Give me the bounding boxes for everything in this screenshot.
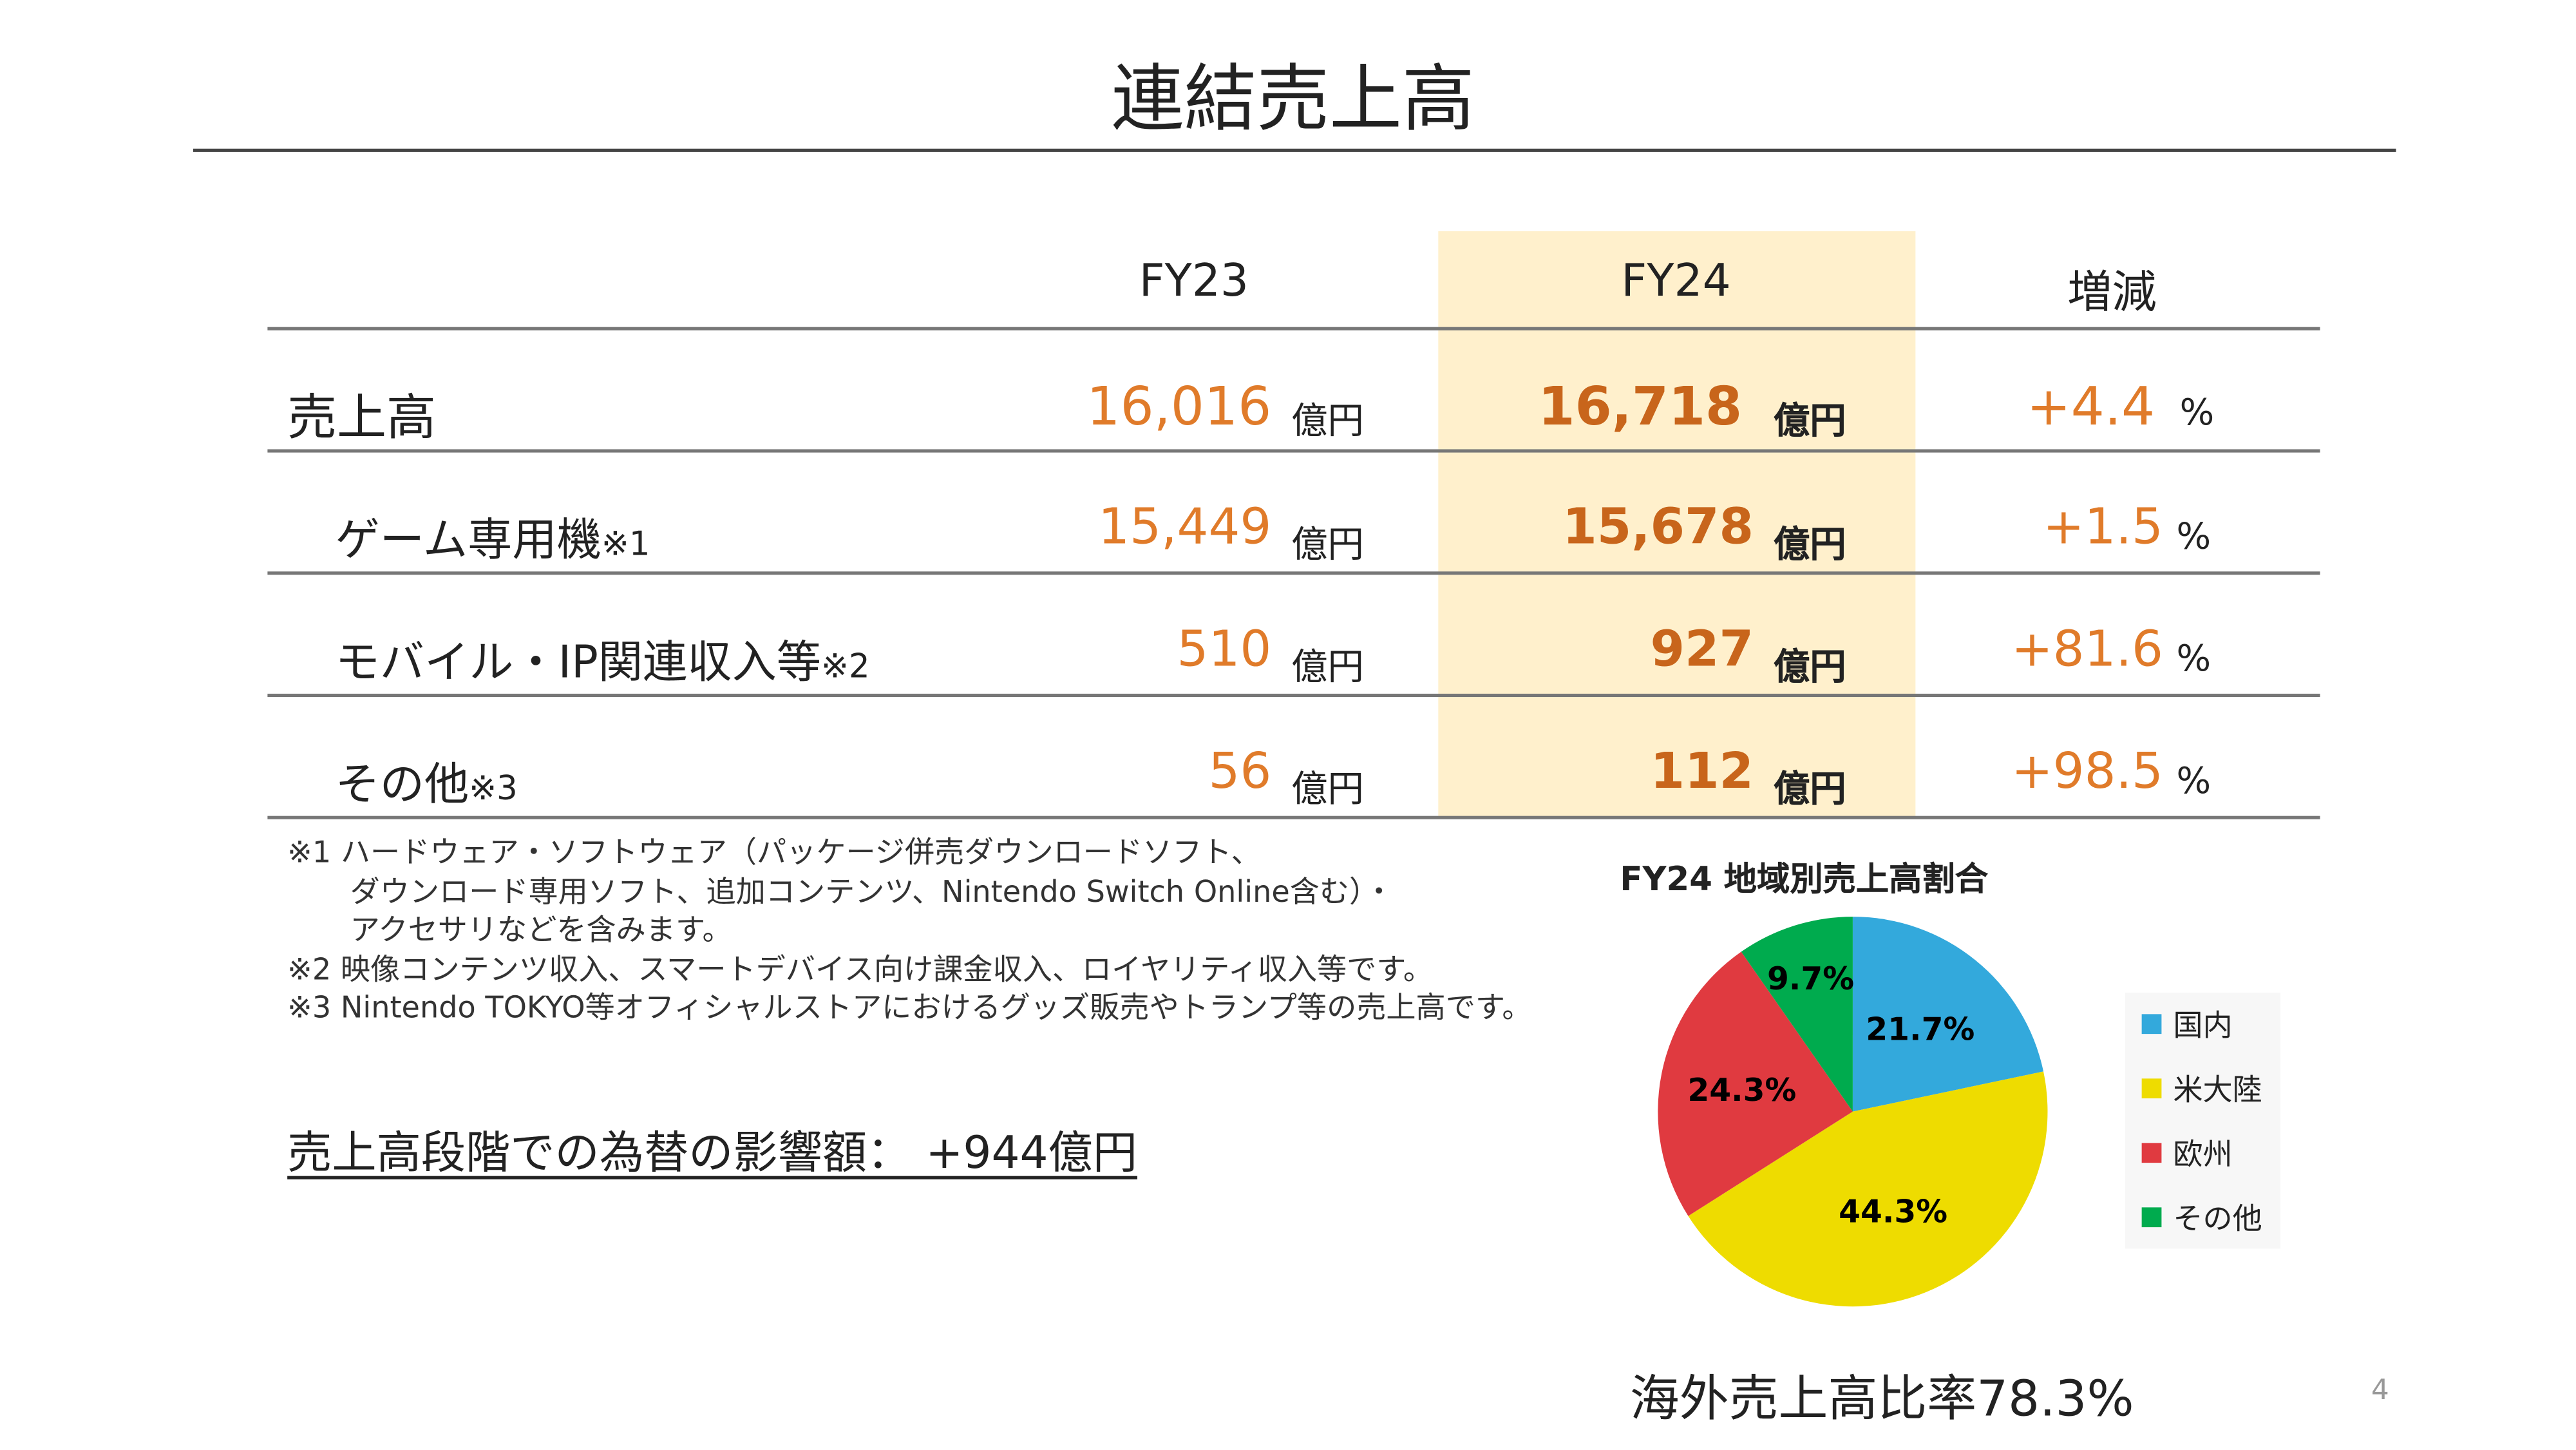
chart-legend: 国内米大陸欧州その他: [2125, 993, 2281, 1249]
footnote-1-cont2: アクセサリなどを含みます。: [350, 913, 732, 948]
legend-item: 欧州: [2141, 1131, 2233, 1174]
change-unit: %: [2176, 639, 2211, 681]
legend-swatch: [2141, 1207, 2162, 1228]
legend-label: 欧州: [2173, 1138, 2233, 1173]
fy23-unit: 億円: [1291, 525, 1364, 567]
overseas-ratio: 海外売上高比率78.3%: [1629, 1371, 2134, 1429]
row-label-text: モバイル・IP関連収入等: [335, 637, 821, 689]
fy24-value: 16,718: [1538, 375, 1743, 438]
pie-slice-1: [1852, 917, 2044, 1112]
page-number: 4: [2371, 1374, 2389, 1407]
fx-impact: 売上高段階での為替の影響額： +944億円: [287, 1128, 1138, 1179]
fy23-value: 15,449: [1098, 499, 1272, 557]
row-label-text: その他: [335, 759, 469, 811]
pie-slice-3: [1658, 951, 1853, 1216]
pie-data-label: 24.3%: [1687, 1073, 1796, 1109]
page-title: 連結売上高: [1111, 57, 1475, 142]
chart-title: FY24 地域別売上高割合: [1620, 859, 1989, 899]
legend-item: その他: [2141, 1196, 2262, 1239]
fy23-unit: 億円: [1291, 769, 1364, 811]
change-value: +1.5: [2043, 499, 2163, 557]
fy23-unit: 億円: [1291, 647, 1364, 689]
row-divider: [267, 449, 2320, 452]
pie-slice-4: [1741, 917, 1853, 1112]
fy24-unit: 億円: [1773, 401, 1846, 443]
legend-swatch: [2141, 1143, 2162, 1163]
change-unit: %: [2179, 393, 2215, 435]
legend-label: その他: [2173, 1202, 2262, 1237]
fy24-value: 927: [1650, 621, 1754, 679]
legend-item: 国内: [2141, 1002, 2233, 1045]
pie-slice-2: [1688, 1071, 2048, 1307]
fy24-unit: 億円: [1773, 769, 1846, 811]
row-footnote-mark: ※2: [820, 645, 870, 686]
fy23-value: 510: [1177, 621, 1272, 679]
fy24-value: 15,678: [1562, 499, 1754, 557]
change-unit: %: [2176, 761, 2211, 803]
legend-label: 米大陸: [2173, 1073, 2262, 1109]
change-value: +4.4: [2026, 375, 2155, 438]
header-divider: [267, 327, 2320, 330]
legend-swatch: [2141, 1014, 2162, 1035]
footnote-1-cont: ダウンロード専用ソフト、追加コンテンツ、Nintendo Switch Onli…: [350, 875, 1394, 910]
header-fy23: FY23: [1139, 256, 1249, 307]
fy23-value: 16,016: [1086, 375, 1272, 438]
footnote-3: ※3 Nintendo TOKYO等オフィシャルストアにおけるグッズ販売やトラン…: [287, 991, 1532, 1026]
fy23-value: 56: [1208, 743, 1272, 801]
footnote-2: ※2 映像コンテンツ収入、スマートデバイス向け課金収入、ロイヤリティ収入等です。: [287, 953, 1434, 988]
footnote-1: ※1 ハードウェア・ソフトウェア（パッケージ併売ダウンロードソフト、: [287, 835, 1261, 871]
row-divider: [267, 571, 2320, 575]
row-divider: [267, 816, 2320, 819]
change-value: +81.6: [2011, 621, 2163, 679]
fy24-value: 112: [1650, 743, 1754, 801]
row-label: その他※3: [336, 749, 518, 813]
change-unit: %: [2176, 517, 2211, 558]
header-fy24: FY24: [1621, 256, 1731, 307]
pie-data-label: 44.3%: [1839, 1194, 1947, 1230]
legend-label: 国内: [2173, 1009, 2233, 1044]
legend-swatch: [2141, 1078, 2162, 1099]
row-label: ゲーム専用機※1: [336, 504, 650, 568]
row-label-text: ゲーム専用機: [335, 515, 601, 567]
fy24-unit: 億円: [1773, 525, 1846, 567]
row-divider: [267, 693, 2320, 696]
title-divider: [193, 148, 2396, 151]
row-footnote-mark: ※3: [469, 768, 518, 808]
fy23-unit: 億円: [1291, 401, 1364, 443]
row-label-text: 売上高: [287, 390, 436, 448]
row-footnote-mark: ※1: [601, 523, 650, 564]
fy24-unit: 億円: [1773, 647, 1846, 689]
change-value: +98.5: [2011, 743, 2163, 801]
pie-chart: 21.7% 44.3% 24.3% 9.7%: [1658, 917, 2048, 1307]
legend-item: 米大陸: [2141, 1067, 2262, 1110]
row-label: モバイル・IP関連収入等※2: [336, 626, 870, 691]
pie-data-label: 9.7%: [1767, 961, 1854, 997]
row-label: 売上高: [287, 377, 436, 450]
header-change: 増減: [2067, 267, 2157, 319]
pie-data-label: 21.7%: [1866, 1011, 1975, 1047]
